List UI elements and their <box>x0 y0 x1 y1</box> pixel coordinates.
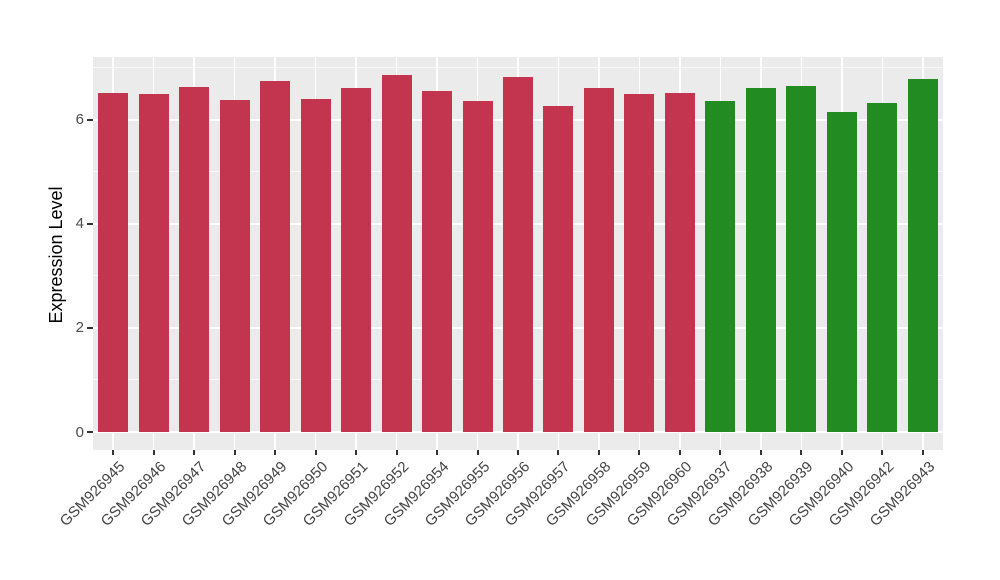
y-tick-label: 6 <box>75 111 84 129</box>
plot-panel <box>93 57 943 450</box>
x-tick <box>759 450 762 455</box>
x-tick <box>274 450 277 455</box>
y-tick-label: 2 <box>75 319 84 337</box>
bar-GSM926943[interactable] <box>907 78 938 432</box>
x-tick <box>476 450 479 455</box>
bar-GSM926949[interactable] <box>260 81 291 432</box>
x-tick <box>557 450 560 455</box>
y-tick <box>87 431 93 433</box>
x-tick <box>517 450 519 455</box>
bar-GSM926954[interactable] <box>422 91 453 432</box>
bar-GSM926959[interactable] <box>624 94 655 432</box>
bar-GSM926951[interactable] <box>341 87 372 432</box>
bar-GSM926947[interactable] <box>179 86 210 432</box>
bar-GSM926960[interactable] <box>664 92 695 432</box>
y-tick <box>87 118 93 121</box>
x-tick <box>881 450 884 455</box>
y-tick-label: 0 <box>75 423 84 441</box>
x-tick <box>719 450 722 455</box>
bar-GSM926946[interactable] <box>138 94 169 432</box>
bar-GSM926937[interactable] <box>705 100 736 432</box>
x-tick <box>152 450 155 455</box>
y-tick <box>87 326 93 329</box>
y-tick <box>87 222 93 225</box>
bar-GSM926950[interactable] <box>300 99 331 432</box>
bar-GSM926940[interactable] <box>826 111 857 432</box>
y-axis-title: Expression Level <box>46 186 66 324</box>
bar-GSM926948[interactable] <box>219 99 250 432</box>
bar-GSM926938[interactable] <box>745 88 776 432</box>
x-tick <box>395 450 398 455</box>
bar-GSM926958[interactable] <box>583 88 614 432</box>
bar-GSM926945[interactable] <box>98 92 129 432</box>
y-tick-label: 4 <box>75 215 84 233</box>
bar-GSM926957[interactable] <box>543 105 574 432</box>
x-tick <box>193 450 196 455</box>
x-tick <box>638 450 641 455</box>
x-tick <box>233 450 236 455</box>
x-tick <box>314 450 317 455</box>
x-tick <box>921 450 924 455</box>
x-tick <box>840 450 843 455</box>
x-tick <box>112 450 115 455</box>
x-tick <box>678 450 681 455</box>
bar-GSM926942[interactable] <box>867 103 898 432</box>
x-tick <box>800 450 803 455</box>
bar-GSM926939[interactable] <box>786 85 817 432</box>
bar-GSM926955[interactable] <box>462 100 493 432</box>
bar-GSM926956[interactable] <box>503 76 533 432</box>
x-tick <box>597 450 600 455</box>
x-tick <box>436 450 439 455</box>
bar-GSM926952[interactable] <box>381 74 412 432</box>
x-tick <box>355 450 358 455</box>
